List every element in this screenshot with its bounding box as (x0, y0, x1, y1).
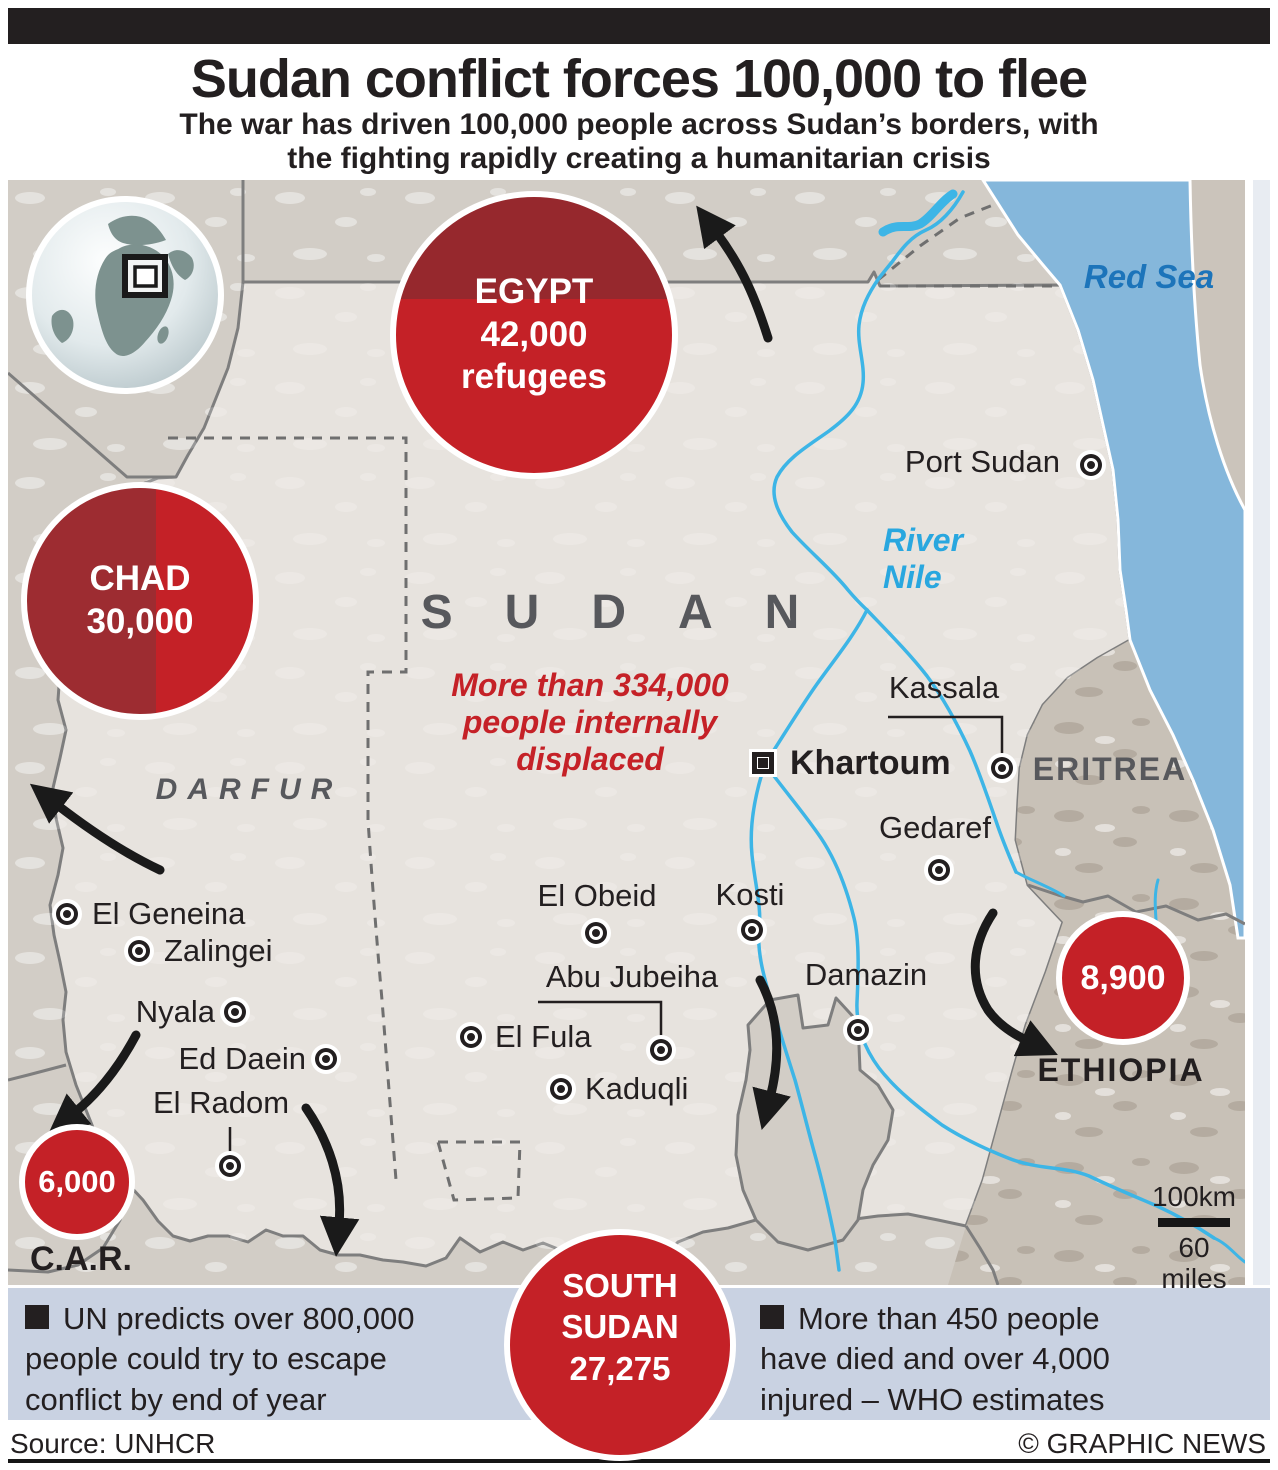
idp-line1: More than 334,000 (451, 667, 729, 703)
el-fula-marker (464, 1030, 478, 1044)
scale-km: 100km (1151, 1181, 1237, 1212)
zalingei-marker (132, 944, 146, 958)
south-sudan-label-line2: SUDAN (561, 1308, 679, 1346)
darfur-region-label: DARFUR (155, 773, 343, 806)
river-nile-label: River Nile (883, 522, 963, 596)
el-radom-label: El Radom (152, 1085, 290, 1120)
car-label: C.A.R. (30, 1240, 132, 1278)
red-sea-label: Red Sea (1083, 258, 1215, 295)
arrow-to-south-sudan-west (301, 1103, 360, 1257)
note-un-prediction: UN predicts over 800,000 people could tr… (25, 1299, 473, 1420)
ed-daein-label: Ed Daein (178, 1041, 306, 1076)
chad-value: 30,000 (86, 602, 194, 641)
top-rule (8, 8, 1270, 44)
page-subtitle: The war has driven 100,000 people across… (0, 108, 1278, 175)
kassala-marker (995, 761, 1009, 775)
port-sudan-marker (1084, 458, 1098, 472)
source-credit: Source: UNHCR (10, 1428, 216, 1459)
refugee-circle-egypt: EGYPT 42,000 refugees (390, 191, 678, 479)
kaduqli-label: Kaduqli (585, 1071, 689, 1106)
arrow-to-chad (29, 783, 165, 875)
ethiopia-value: 8,900 (1080, 958, 1166, 997)
refugee-circle-car: 6,000 (19, 1124, 135, 1240)
refugee-circle-south-sudan: SOUTH SUDAN 27,275 (504, 1229, 736, 1461)
port-sudan-label: Port Sudan (904, 444, 1060, 479)
page-title: Sudan conflict forces 100,000 to flee (190, 49, 1088, 109)
el-obeid-marker (589, 926, 603, 940)
arrow-to-south-sudan-center (752, 975, 791, 1130)
arrow-to-ethiopia (970, 908, 1058, 1057)
south-sudan-value: 27,275 (569, 1349, 671, 1387)
kosti-marker (745, 923, 759, 937)
graphic-news-credit: © GRAPHIC NEWS (1018, 1428, 1266, 1459)
abu-jubeiha-marker (654, 1043, 668, 1057)
river-nile-line1: River (883, 522, 964, 558)
kaduqli-marker (554, 1082, 568, 1096)
sudan-country-label: SUDAN (420, 586, 852, 639)
scale-miles: 60 miles (1161, 1231, 1227, 1294)
kosti-label: Kosti (715, 877, 785, 912)
ethiopia-label: ETHIOPIA (1037, 1052, 1205, 1088)
note-bullet-icon (760, 1305, 784, 1329)
car-value: 6,000 (38, 1164, 116, 1199)
el-geneina-label: El Geneina (92, 896, 246, 931)
note-un-text: UN predicts over 800,000 people could tr… (25, 1301, 415, 1417)
map-scale: 100km 60 miles (1142, 1181, 1246, 1294)
map-canvas: EGYPT 42,000 refugees CHAD 30,000 8,900 … (8, 180, 1270, 1293)
note-who-estimate: More than 450 people have died and over … (760, 1299, 1160, 1420)
scale-bar (1158, 1217, 1230, 1227)
arrow-to-egypt (696, 205, 773, 343)
gedaref-label: Gedaref (878, 810, 991, 845)
south-sudan-label-line1: SOUTH (562, 1267, 678, 1305)
el-obeid-label: El Obeid (537, 878, 657, 913)
refugee-circle-ethiopia: 8,900 (1056, 911, 1190, 1045)
eritrea-label: ERITREA (1032, 751, 1188, 787)
note-who-text: More than 450 people have died and over … (760, 1301, 1110, 1417)
nyala-label: Nyala (135, 994, 215, 1029)
egypt-label: EGYPT (474, 271, 594, 311)
idp-annotation: More than 334,000 people internally disp… (405, 667, 775, 778)
subtitle-line-1: The war has driven 100,000 people across… (179, 108, 1099, 141)
damazin-marker (851, 1023, 865, 1037)
damazin-label: Damazin (804, 957, 928, 992)
idp-line2: people internally (462, 704, 718, 741)
khartoum-label: Khartoum (790, 744, 951, 782)
el-fula-label: El Fula (495, 1019, 592, 1054)
chad-label: CHAD (89, 559, 191, 599)
egypt-value: 42,000 (480, 314, 588, 354)
nyala-marker (228, 1005, 242, 1019)
abu-jubeiha-label: Abu Jubeiha (545, 959, 719, 994)
refugee-circle-chad: CHAD 30,000 (21, 482, 259, 720)
ed-daein-marker (319, 1052, 333, 1066)
note-bullet-icon (25, 1305, 49, 1329)
gedaref-marker (932, 863, 946, 877)
arrow-to-car-southwest (48, 1030, 141, 1134)
subtitle-line-2: the fighting rapidly creating a humanita… (287, 141, 991, 175)
el-radom-marker (223, 1159, 237, 1173)
globe-locator-icon (24, 194, 226, 396)
zalingei-label: Zalingei (164, 933, 273, 968)
river-nile-line2: Nile (883, 558, 942, 595)
khartoum-capital-marker (752, 752, 774, 774)
egypt-unit: refugees (461, 357, 607, 397)
kassala-label: Kassala (888, 670, 1000, 705)
el-geneina-marker (60, 907, 74, 921)
idp-line3: displaced (516, 741, 664, 778)
bottom-rule (8, 1459, 1270, 1463)
